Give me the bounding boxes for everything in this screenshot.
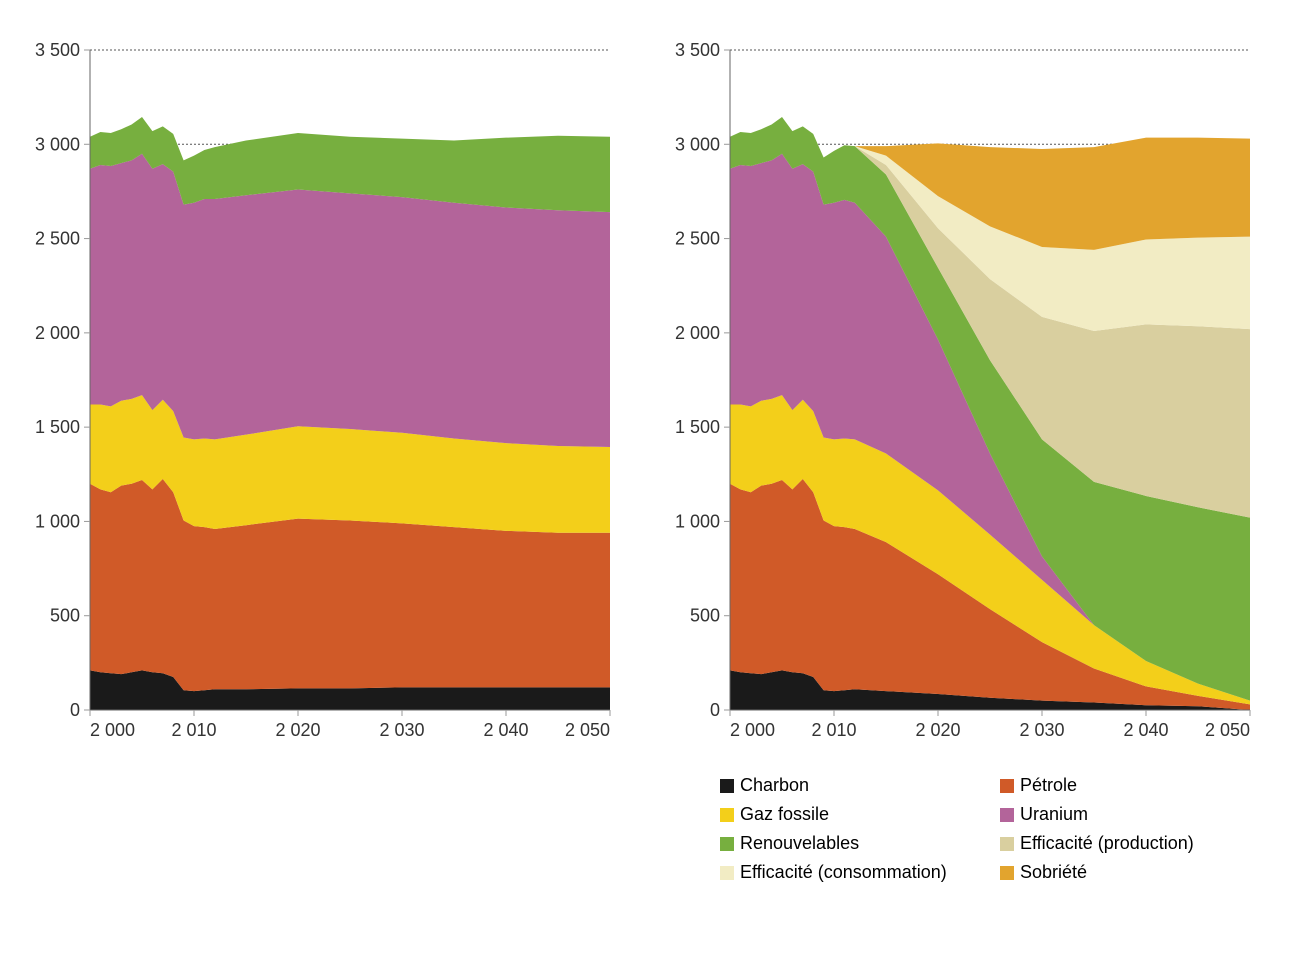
y-tick-label: 3 000: [35, 134, 80, 154]
x-tick-label: 2 010: [171, 720, 216, 740]
x-tick-label: 2 050: [565, 720, 610, 740]
y-tick-label: 3 500: [35, 40, 80, 60]
x-tick-label: 2 010: [811, 720, 856, 740]
y-tick-label: 1 500: [35, 417, 80, 437]
y-tick-label: 2 000: [35, 323, 80, 343]
area-chart-right: 0 500 1 000 1 500 2 000 2 500 3 000 3 500 2 000 2…: [660, 20, 1260, 750]
y-tick-label: 500: [690, 606, 720, 626]
y-tick-label: 2 500: [35, 229, 80, 249]
y-tick-label: 0: [710, 700, 720, 720]
legend-label: Uranium: [1020, 804, 1088, 825]
x-tick-label: 2 020: [275, 720, 320, 740]
legend-label: Efficacité (production): [1020, 833, 1194, 854]
charts-container: 0 500 1 000 1 500 2 000 2 500 3 000 3 500 2 000 2…: [20, 20, 1284, 883]
legend-swatch: [720, 866, 734, 880]
legend-swatch: [1000, 808, 1014, 822]
legend-swatch: [720, 837, 734, 851]
legend-label: Sobriété: [1020, 862, 1087, 883]
legend-label: Gaz fossile: [740, 804, 829, 825]
legend-item-eff_prod: Efficacité (production): [1000, 833, 1260, 854]
legend-label: Renouvelables: [740, 833, 859, 854]
legend-item-gaz: Gaz fossile: [720, 804, 980, 825]
chart-left-wrap: 0 500 1 000 1 500 2 000 2 500 3 000 3 500 2 000 2…: [20, 20, 620, 883]
legend-item-eff_cons: Efficacité (consommation): [720, 862, 980, 883]
x-tick-label: 2 000: [730, 720, 775, 740]
legend-swatch: [720, 808, 734, 822]
y-tick-label: 3 500: [675, 40, 720, 60]
x-tick-label: 2 000: [90, 720, 135, 740]
y-tick-label: 1 000: [675, 511, 720, 531]
y-tick-label: 3 000: [675, 134, 720, 154]
legend-item-charbon: Charbon: [720, 775, 980, 796]
x-tick-label: 2 040: [483, 720, 528, 740]
x-tick-label: 2 030: [379, 720, 424, 740]
y-tick-label: 2 000: [675, 323, 720, 343]
legend-item-uranium: Uranium: [1000, 804, 1260, 825]
chart-right-wrap: 0 500 1 000 1 500 2 000 2 500 3 000 3 500 2 000 2…: [660, 20, 1260, 755]
x-tick-label: 2 050: [1205, 720, 1250, 740]
y-tick-label: 500: [50, 606, 80, 626]
x-tick-label: 2 040: [1123, 720, 1168, 740]
chart-right-column: 0 500 1 000 1 500 2 000 2 500 3 000 3 500 2 000 2…: [660, 20, 1260, 883]
legend: Charbon Pétrole Gaz fossile Uranium Renouvel…: [720, 775, 1260, 883]
y-tick-label: 1 500: [675, 417, 720, 437]
legend-item-petrole: Pétrole: [1000, 775, 1260, 796]
area-chart-left: 0 500 1 000 1 500 2 000 2 500 3 000 3 500 2 000 2…: [20, 20, 620, 750]
x-tick-label: 2 020: [915, 720, 960, 740]
legend-swatch: [1000, 837, 1014, 851]
legend-label: Pétrole: [1020, 775, 1077, 796]
legend-label: Charbon: [740, 775, 809, 796]
y-tick-label: 1 000: [35, 511, 80, 531]
y-tick-label: 0: [70, 700, 80, 720]
legend-item-sobriete: Sobriété: [1000, 862, 1260, 883]
legend-item-renouvelables: Renouvelables: [720, 833, 980, 854]
legend-swatch: [720, 779, 734, 793]
y-tick-label: 2 500: [675, 229, 720, 249]
legend-label: Efficacité (consommation): [740, 862, 947, 883]
legend-swatch: [1000, 866, 1014, 880]
legend-swatch: [1000, 779, 1014, 793]
x-tick-label: 2 030: [1019, 720, 1064, 740]
